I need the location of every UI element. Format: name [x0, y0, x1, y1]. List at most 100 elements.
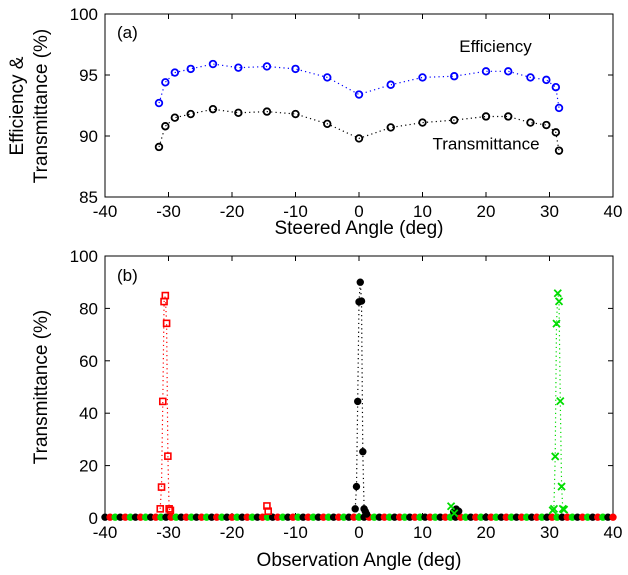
green-x-series-marker [549, 504, 559, 513]
transmittance-marker [186, 109, 195, 119]
transmittance-marker [234, 108, 243, 118]
transmittance-marker [208, 104, 218, 114]
green-x-series-marker [551, 452, 560, 461]
panel-b-ticks: -40 -30 -20 -10 0 10 20 30 40 0 20 40 60 80 100 [70, 247, 623, 542]
transmittance-marker [450, 115, 459, 125]
efficiency-marker [234, 63, 243, 72]
efficiency-marker [551, 82, 561, 92]
transmittance-marker [542, 120, 551, 130]
panel-a: -40 -30 -20 -10 0 10 20 30 40 85 90 95 100 (a) Steer… [7, 5, 622, 239]
red-square-series-marker [156, 505, 165, 513]
efficiency-marker [504, 67, 513, 76]
black-dot-series-marker [352, 482, 361, 491]
efficiency-marker [542, 75, 551, 85]
panel-a-xtick-label: -20 [220, 202, 245, 221]
green-x-series-marker [557, 482, 566, 491]
panel-a-xtick-label: 30 [540, 202, 559, 221]
transmittance-marker [161, 122, 170, 131]
transmittance-marker [170, 113, 180, 122]
panel-b-label: (b) [117, 266, 138, 285]
transmittance-marker [291, 109, 300, 119]
panel-b-ytick-label: 20 [79, 457, 98, 476]
red-square-series-marker [166, 506, 175, 515]
transmittance-connector-line [158, 108, 560, 151]
panel-a-xtick-label: 10 [413, 202, 432, 221]
green-x-series-marker [559, 505, 569, 514]
black-dot-series-marker [354, 397, 362, 406]
transmittance-marker [323, 119, 332, 128]
transmittance-annotation: Transmittance [432, 134, 539, 153]
transmittance-marker [481, 112, 491, 121]
red-square-series-marker [157, 483, 166, 491]
panel-a-ytick-label: 95 [79, 66, 98, 85]
black-dot-series-marker [357, 297, 366, 305]
red-square-series-marker [264, 507, 272, 515]
panel-a-ytick-label: 100 [70, 5, 98, 24]
green-x-series-marker [450, 509, 459, 518]
panel-b-xtick-label: 40 [604, 523, 623, 542]
red-square-series-marker [164, 452, 172, 460]
efficiency-marker [291, 64, 300, 74]
panel-b-ytick-label: 40 [79, 404, 98, 423]
panel-b-xtick-label: -40 [93, 523, 118, 542]
efficiency-connector-line [158, 63, 560, 108]
red-square-series-marker [161, 291, 170, 300]
panel-a-xtick-label: -10 [283, 202, 308, 221]
panel-b: -40 -30 -20 -10 0 10 20 30 40 0 20 40 60 80 100 (b) Ob… [31, 247, 622, 571]
panel-b-xtick-label: 10 [413, 523, 432, 542]
panel-b-plot-area [101, 278, 617, 521]
efficiency-marker [554, 103, 564, 113]
transmittance-marker [551, 128, 561, 137]
transmittance-marker [554, 146, 564, 155]
green-x-series-marker [554, 297, 564, 306]
transmittance-marker [526, 118, 535, 127]
efficiency-marker [481, 67, 491, 76]
transmittance-marker [418, 118, 427, 127]
transmittance-marker [354, 134, 364, 143]
transmittance-marker [154, 142, 164, 152]
black-dot-series-marker [351, 505, 359, 513]
transmittance-marker [262, 107, 272, 116]
efficiency-marker [161, 78, 170, 87]
panel-b-ytick-label: 0 [89, 509, 98, 528]
panel-a-ylabel-line1: Efficiency & [7, 56, 28, 155]
efficiency-annotation: Efficiency [459, 37, 532, 56]
panel-b-ytick-label: 60 [79, 352, 98, 371]
red-square-series-marker [158, 397, 167, 406]
efficiency-marker [208, 59, 218, 69]
efficiency-marker [186, 64, 195, 74]
efficiency-marker [386, 80, 395, 89]
baseline-marker [609, 513, 617, 521]
panel-b-xtick-label: -20 [220, 523, 245, 542]
black-dot-series-marker [362, 510, 371, 518]
panel-a-ticks: -40 -30 -20 -10 0 10 20 30 40 85 90 95 100 [70, 5, 623, 221]
panel-a-plot-area [154, 59, 564, 155]
efficiency-marker [262, 62, 272, 71]
green-x-series-marker [556, 397, 565, 406]
panel-b-ylabel: Transmittance (%) [31, 310, 52, 465]
red-square-series-marker [165, 505, 173, 513]
panel-a-xtick-label: 20 [477, 202, 496, 221]
efficiency-marker [170, 68, 180, 77]
efficiency-marker [354, 90, 364, 99]
panel-a-ytick-label: 90 [79, 127, 98, 146]
panel-a-ytick-label: 85 [79, 188, 98, 207]
efficiency-marker [450, 72, 459, 81]
panel-b-xtick-label: -30 [156, 523, 181, 542]
panel-a-axes-box [104, 13, 614, 198]
panel-a-xlabel: Steered Angle (deg) [274, 218, 443, 239]
panel-a-ylabel-line2: Transmittance (%) [31, 29, 52, 184]
transmittance-marker [504, 112, 513, 121]
black-dot-series-marker [359, 448, 367, 456]
efficiency-marker [418, 73, 427, 82]
black-dot-series-marker [356, 278, 364, 286]
panel-b-xtick-label: 0 [354, 523, 363, 542]
panel-a-xtick-label: 40 [604, 202, 623, 221]
panel-b-xtick-label: 20 [477, 523, 496, 542]
efficiency-marker [526, 73, 535, 82]
panel-a-xtick-label: 0 [354, 202, 363, 221]
transmittance-marker [386, 123, 395, 132]
panel-a-xtick-label: -40 [93, 202, 118, 221]
panel-b-ytick-label: 100 [70, 247, 98, 266]
panel-a-xtick-label: -30 [156, 202, 181, 221]
